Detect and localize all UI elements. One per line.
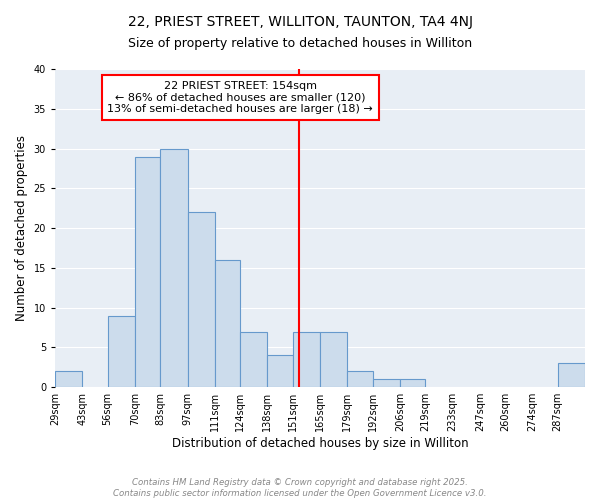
- Bar: [107, 316, 135, 387]
- Bar: [240, 332, 268, 387]
- Bar: [215, 260, 240, 387]
- Text: 22, PRIEST STREET, WILLITON, TAUNTON, TA4 4NJ: 22, PRIEST STREET, WILLITON, TAUNTON, TA…: [128, 15, 473, 29]
- Bar: [135, 156, 160, 387]
- Bar: [320, 332, 347, 387]
- Bar: [293, 332, 320, 387]
- X-axis label: Distribution of detached houses by size in Williton: Distribution of detached houses by size …: [172, 437, 469, 450]
- Text: Size of property relative to detached houses in Williton: Size of property relative to detached ho…: [128, 38, 472, 51]
- Bar: [347, 372, 373, 387]
- Bar: [373, 380, 400, 387]
- Bar: [400, 380, 425, 387]
- Bar: [268, 356, 293, 387]
- Bar: [160, 148, 188, 387]
- Text: 22 PRIEST STREET: 154sqm
← 86% of detached houses are smaller (120)
13% of semi-: 22 PRIEST STREET: 154sqm ← 86% of detach…: [107, 81, 373, 114]
- Text: Contains HM Land Registry data © Crown copyright and database right 2025.
Contai: Contains HM Land Registry data © Crown c…: [113, 478, 487, 498]
- Bar: [558, 364, 585, 387]
- Bar: [55, 372, 82, 387]
- Y-axis label: Number of detached properties: Number of detached properties: [15, 135, 28, 321]
- Bar: [188, 212, 215, 387]
